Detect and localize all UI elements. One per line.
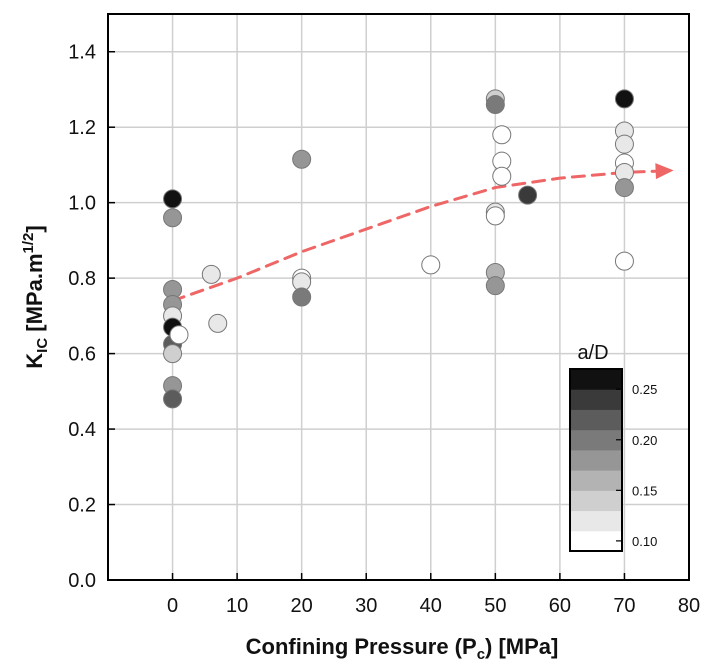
data-point — [169, 325, 189, 345]
data-points — [163, 89, 634, 409]
x-tick-label: 60 — [549, 595, 571, 617]
y-axis-ticks: 0.0 0.2 0.4 0.6 0.8 1.0 1.2 1.4 — [68, 42, 115, 592]
data-point — [614, 89, 634, 109]
data-point — [492, 125, 512, 145]
colorbar-title: a/D — [577, 342, 608, 364]
data-point — [163, 208, 183, 228]
x-tick-label: 20 — [291, 595, 313, 617]
colorbar-frame — [569, 368, 623, 552]
colorbar-band — [570, 369, 622, 390]
data-point — [485, 206, 505, 226]
x-tick-label: 40 — [420, 595, 442, 617]
y-tick-label: 0.2 — [68, 495, 96, 517]
data-point — [492, 166, 512, 186]
colorbar-tick-label: 0.20 — [632, 433, 657, 448]
x-tick-label: 70 — [613, 595, 635, 617]
colorbar-band — [570, 470, 622, 491]
colorbar-band — [570, 530, 622, 552]
y-tick-label: 0.8 — [68, 268, 96, 290]
trend-line — [171, 169, 672, 303]
colorbar: a/D 0.10 0.15 0.20 0.25 — [569, 342, 657, 552]
colorbar-band — [570, 389, 622, 410]
y-axis-title: KIC [MPa.m1/2] — [20, 225, 51, 368]
colorbar-band — [570, 409, 622, 431]
colorbar-ticks: 0.10 0.15 0.20 0.25 — [616, 382, 657, 549]
y-tick-label: 1.4 — [68, 42, 96, 64]
colorbar-band — [570, 490, 622, 512]
y-tick-label: 0.4 — [68, 419, 96, 441]
trend-arrowhead — [655, 163, 674, 180]
colorbar-band — [570, 510, 622, 532]
x-axis-ticks: 0 10 20 30 40 50 60 70 80 — [167, 573, 700, 617]
data-point — [208, 313, 228, 333]
data-point — [614, 134, 634, 154]
trend-arrow — [171, 163, 674, 303]
plot-frame — [107, 13, 690, 581]
x-tick-label: 0 — [167, 595, 178, 617]
x-axis-title: Confining Pressure (Pc) [MPa] — [246, 634, 559, 663]
y-tick-label: 1.2 — [68, 117, 96, 139]
colorbar-band — [570, 429, 622, 451]
data-point — [292, 149, 312, 169]
y-tick-label: 0.0 — [68, 570, 96, 592]
data-point — [485, 95, 505, 115]
data-point — [614, 251, 634, 271]
colorbar-tick-label: 0.25 — [632, 382, 657, 397]
data-point — [201, 264, 221, 284]
colorbar-band — [570, 449, 622, 471]
data-point — [421, 255, 441, 275]
x-tick-label: 50 — [484, 595, 506, 617]
data-point — [485, 276, 505, 296]
colorbar-bands — [570, 369, 622, 552]
data-point — [163, 189, 183, 209]
data-point — [292, 287, 312, 307]
data-point — [518, 185, 538, 205]
x-tick-label: 30 — [355, 595, 377, 617]
data-point — [163, 344, 183, 364]
x-tick-label: 80 — [678, 595, 700, 617]
colorbar-tick-label: 0.15 — [632, 483, 657, 498]
y-tick-label: 0.6 — [68, 344, 96, 366]
x-tick-label: 10 — [226, 595, 248, 617]
data-point — [163, 389, 183, 409]
y-tick-label: 1.0 — [68, 193, 96, 215]
data-point — [614, 178, 634, 198]
colorbar-tick-label: 0.10 — [632, 534, 657, 549]
